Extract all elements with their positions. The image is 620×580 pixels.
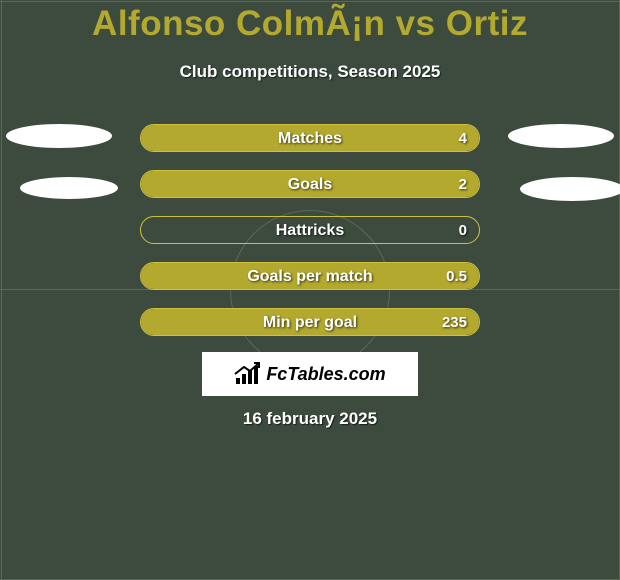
stat-row: Min per goal235 <box>140 308 480 336</box>
stat-row-value: 0 <box>459 217 467 243</box>
player-right-head-2 <box>520 177 620 201</box>
stat-row-label: Goals per match <box>141 263 479 289</box>
stat-row: Matches4 <box>140 124 480 152</box>
stat-row-label: Hattricks <box>141 217 479 243</box>
stat-row: Hattricks0 <box>140 216 480 244</box>
stat-row-label: Min per goal <box>141 309 479 335</box>
player-left-head-2 <box>20 177 118 199</box>
brand-badge: FcTables.com <box>202 352 418 396</box>
stat-row-value: 4 <box>459 125 467 151</box>
page-subtitle: Club competitions, Season 2025 <box>0 62 620 82</box>
stat-row: Goals per match0.5 <box>140 262 480 290</box>
page-title: Alfonso ColmÃ¡n vs Ortiz <box>0 4 620 44</box>
comparison-card: Alfonso ColmÃ¡n vs Ortiz Club competitio… <box>0 0 620 580</box>
brand-bars-icon <box>234 364 260 384</box>
brand-arrow-icon <box>234 362 260 376</box>
stat-row-value: 2 <box>459 171 467 197</box>
stat-row-label: Matches <box>141 125 479 151</box>
brand-text: FcTables.com <box>266 364 385 385</box>
stat-row-value: 0.5 <box>446 263 467 289</box>
stat-row-label: Goals <box>141 171 479 197</box>
stat-row: Goals2 <box>140 170 480 198</box>
date-text: 16 february 2025 <box>0 409 620 429</box>
player-left-head-1 <box>6 124 112 148</box>
stat-rows: Matches4Goals2Hattricks0Goals per match0… <box>140 124 480 354</box>
player-right-head-1 <box>508 124 614 148</box>
stat-row-value: 235 <box>442 309 467 335</box>
